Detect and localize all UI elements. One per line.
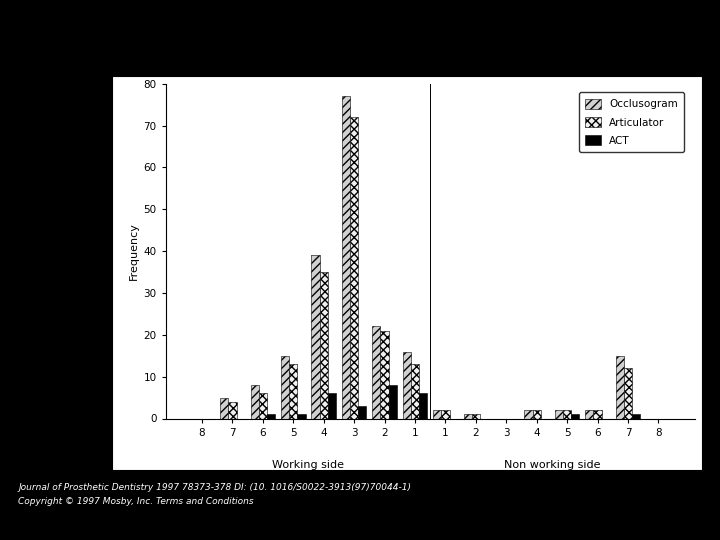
Bar: [563, 410, 571, 418]
Bar: [311, 255, 320, 418]
Bar: [267, 414, 275, 418]
Bar: [624, 368, 632, 418]
Bar: [389, 385, 397, 418]
Bar: [251, 385, 258, 418]
Bar: [464, 414, 472, 418]
Bar: [350, 117, 359, 419]
Bar: [359, 406, 366, 418]
Bar: [411, 364, 419, 418]
Bar: [533, 410, 541, 418]
Bar: [585, 410, 593, 418]
Text: Fig. 7: Fig. 7: [341, 24, 379, 38]
Bar: [555, 410, 563, 418]
Bar: [524, 410, 533, 418]
Bar: [328, 393, 336, 418]
Bar: [616, 356, 624, 418]
Bar: [372, 326, 380, 418]
Text: Copyright © 1997 Mosby, Inc. Terms and Conditions: Copyright © 1997 Mosby, Inc. Terms and C…: [18, 497, 253, 506]
Bar: [571, 414, 580, 418]
Bar: [433, 410, 441, 418]
Bar: [297, 414, 305, 418]
Bar: [342, 96, 350, 418]
Bar: [220, 397, 228, 418]
Bar: [228, 402, 236, 418]
Legend: Occlusogram, Articulator, ACT: Occlusogram, Articulator, ACT: [579, 92, 684, 152]
Y-axis label: Frequency: Frequency: [130, 222, 139, 280]
Bar: [289, 364, 297, 418]
Bar: [632, 414, 640, 418]
Text: Non working side: Non working side: [504, 460, 600, 470]
Bar: [380, 330, 389, 419]
Bar: [441, 410, 449, 418]
Bar: [419, 393, 427, 418]
Bar: [402, 352, 411, 418]
Bar: [593, 410, 602, 418]
Text: Working side: Working side: [272, 460, 344, 470]
Bar: [258, 393, 267, 418]
Bar: [281, 356, 289, 418]
Bar: [320, 272, 328, 418]
Bar: [472, 414, 480, 418]
Text: Journal of Prosthetic Dentistry 1997 78373-378 DI: (10. 1016/S0022-3913(97)70044: Journal of Prosthetic Dentistry 1997 783…: [18, 483, 411, 492]
